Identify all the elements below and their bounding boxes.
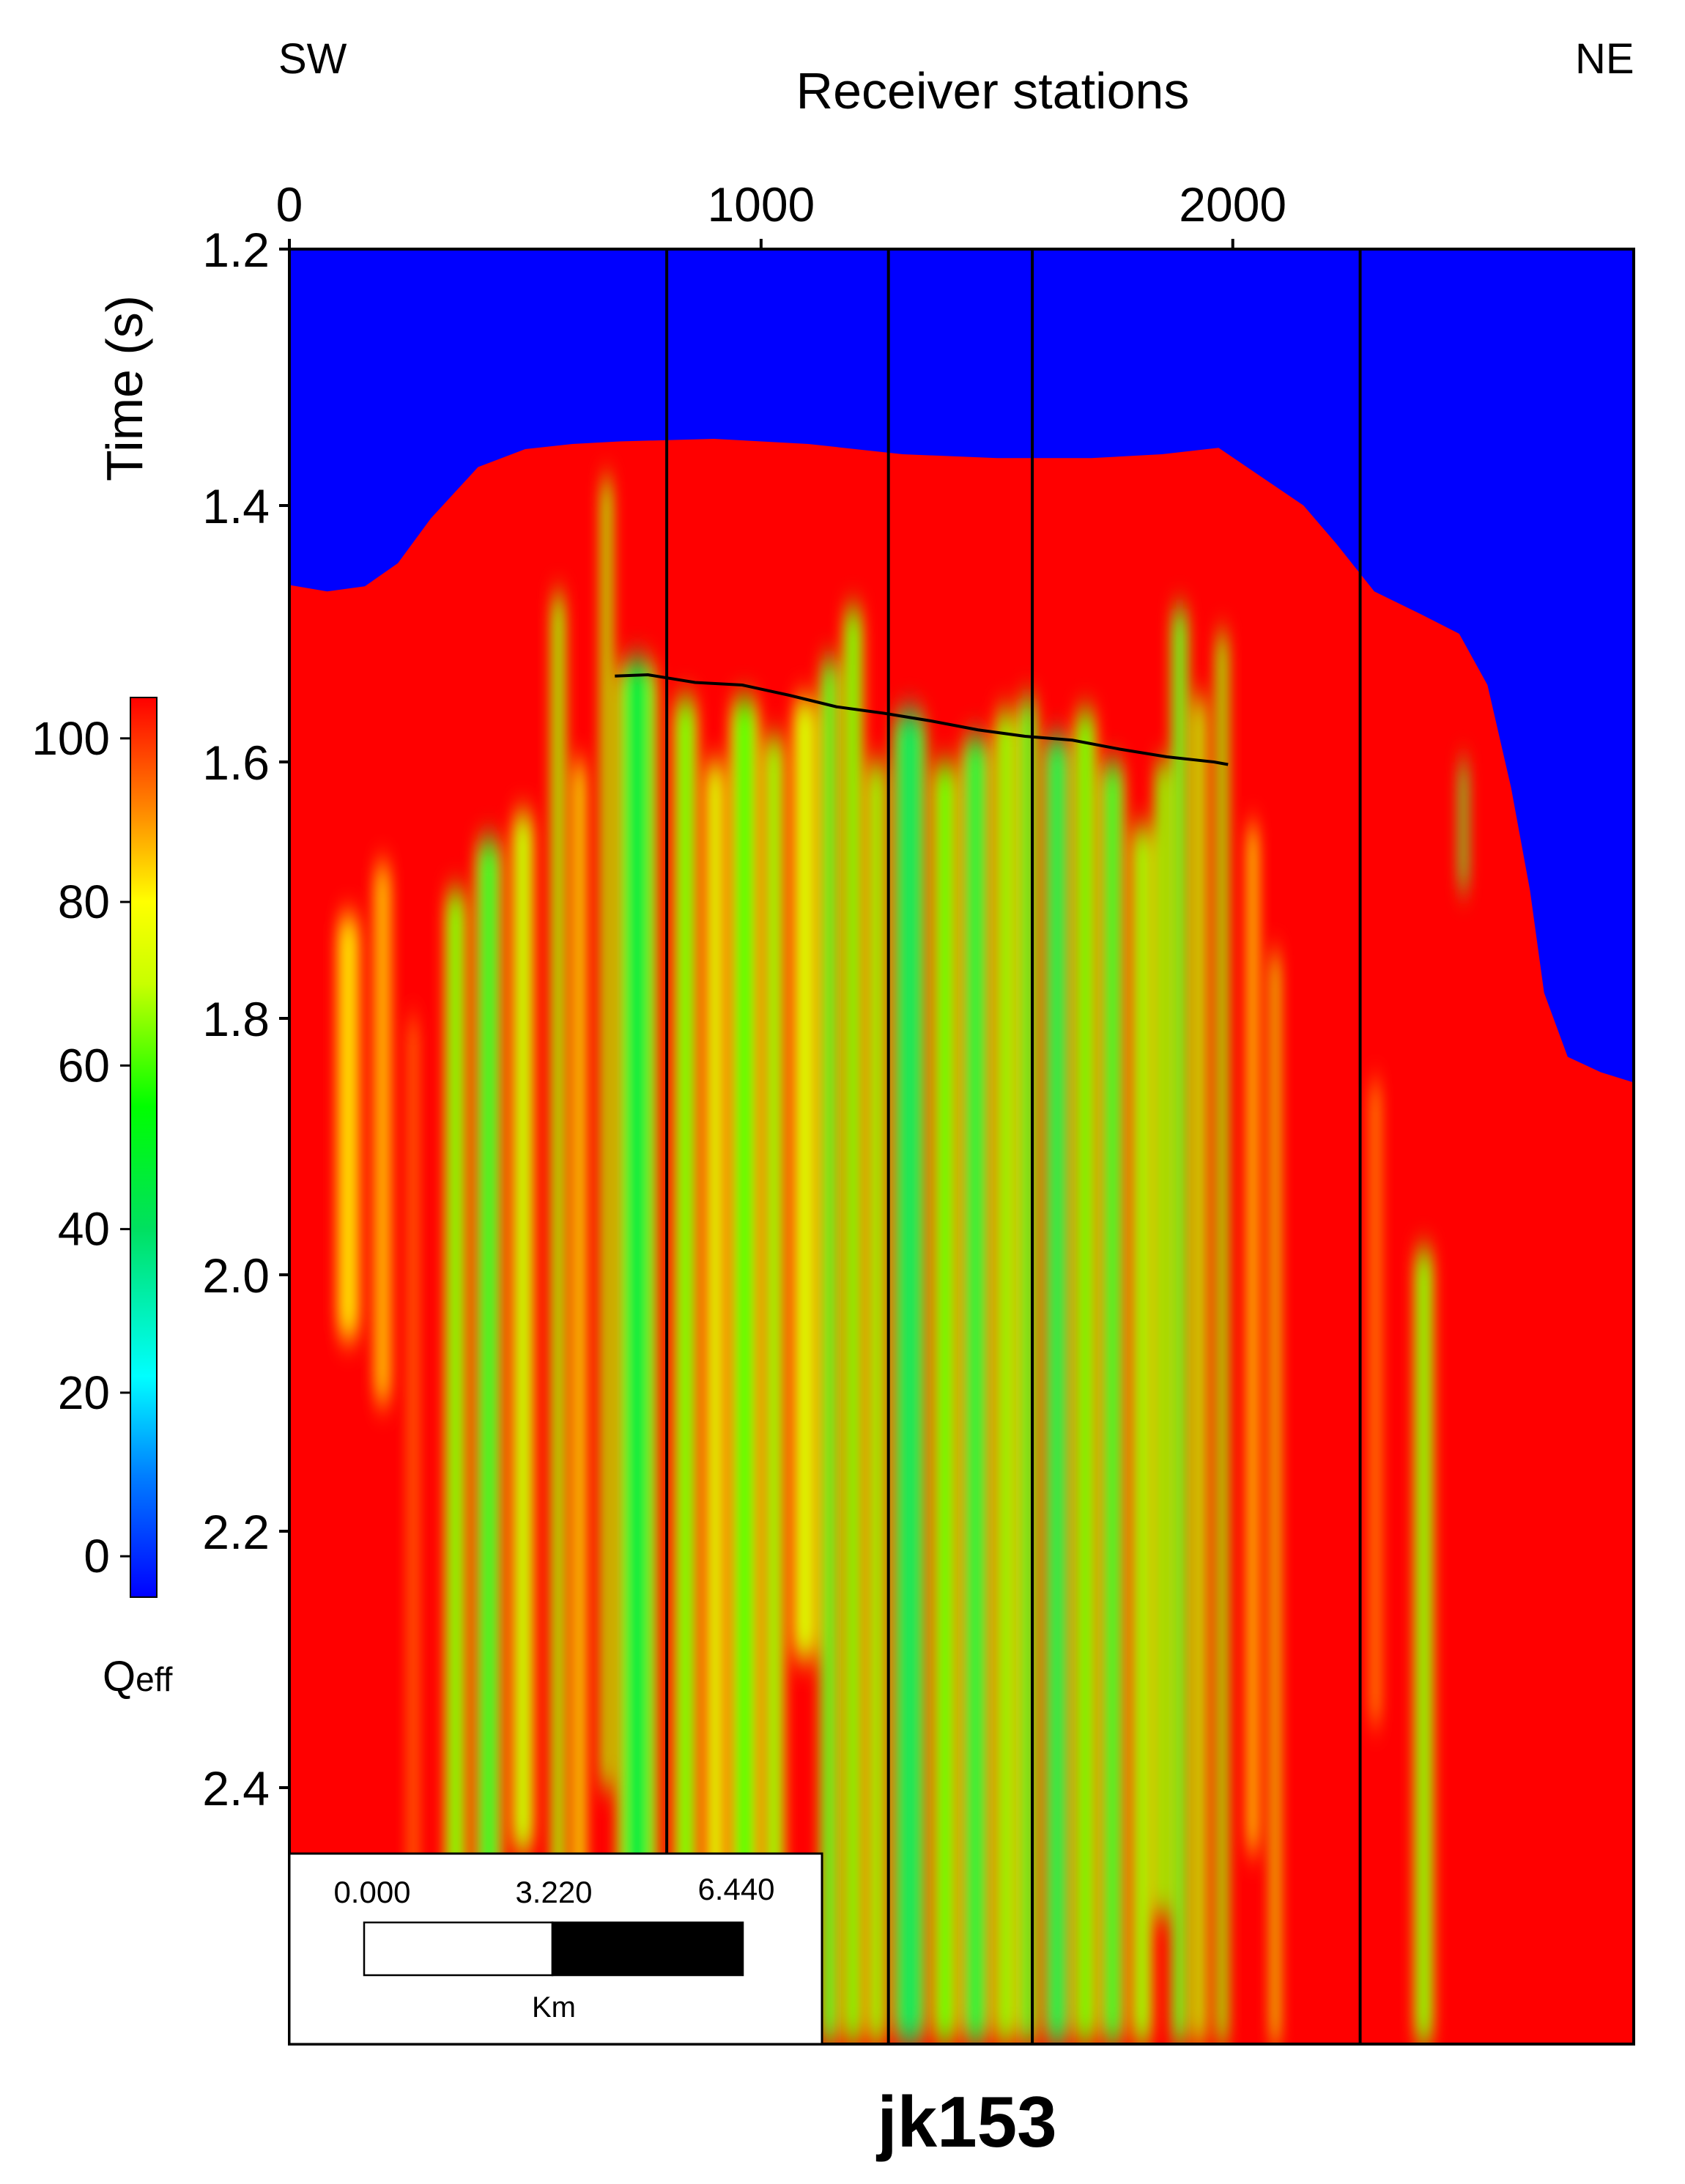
- q-anomaly-column: [769, 736, 779, 2044]
- y-tick-label: 1.6: [202, 736, 270, 790]
- q-anomaly-column: [680, 697, 692, 2044]
- direction-label-sw: SW: [278, 35, 347, 83]
- q-anomaly-column: [1107, 762, 1118, 2044]
- q-anomaly-column: [1051, 736, 1063, 2044]
- y-axis-title: Time (s): [96, 295, 153, 481]
- q-anomaly-column: [1176, 608, 1184, 2044]
- y-tick-label: 2.2: [202, 1505, 270, 1559]
- q-anomaly-column: [628, 659, 647, 2044]
- chart-title: jk153: [875, 2081, 1056, 2162]
- q-anomaly-column: [825, 659, 834, 2044]
- q-anomaly-column: [377, 865, 388, 1403]
- plot-area: [289, 249, 1634, 2044]
- y-tick-label: 1.2: [202, 223, 270, 277]
- colorbar-tick-label: 100: [32, 712, 110, 765]
- q-anomaly-column: [738, 697, 752, 1916]
- colorbar-title: Qeff: [103, 1653, 173, 1700]
- q-anomaly-column: [1023, 697, 1032, 2044]
- q-anomaly-column: [1419, 1249, 1429, 2044]
- q-anomaly-column: [1158, 762, 1166, 1916]
- colorbar-tick-label: 20: [58, 1366, 110, 1419]
- horizon-line: [615, 673, 1229, 766]
- y-axis: 1.2 1.4 1.6 1.8 2.0 2.2 2.4: [202, 223, 289, 1815]
- q-anomaly-column: [517, 813, 528, 1852]
- plot-frame: [288, 248, 1635, 2046]
- q-anomaly-column: [710, 762, 720, 2044]
- scale-bar-label-2: 6.440: [697, 1872, 774, 1906]
- x-tick-label: 0: [276, 177, 303, 232]
- q-anomaly-column: [1250, 826, 1256, 1852]
- colorbar-tick-label: 60: [58, 1039, 110, 1092]
- y-tick-label: 1.4: [202, 479, 270, 533]
- q-anomaly-column: [1461, 762, 1466, 890]
- q-anomaly-column: [410, 1018, 416, 1980]
- q-anomaly-column: [604, 480, 610, 1788]
- colorbar-title-sub: eff: [136, 1660, 173, 1698]
- colorbar-tick-label: 80: [58, 876, 110, 928]
- q-anomaly-column: [1000, 711, 1010, 2044]
- q-anomaly-column: [1080, 711, 1091, 2044]
- q-anomaly-column: [902, 711, 917, 2044]
- scale-bar: 0.000 3.220 6.440 Km: [288, 1852, 823, 2046]
- q-anomaly-column: [1196, 697, 1203, 2044]
- scale-bar-unit: Km: [532, 1991, 576, 2024]
- vertical-marker-lines: [665, 249, 1362, 2044]
- q-anomaly-column: [483, 839, 495, 2044]
- colorbar-tick-label: 0: [84, 1530, 110, 1583]
- colorbar-gradient: [130, 697, 158, 1598]
- q-anomaly-column: [799, 697, 811, 1659]
- q-anomaly-column: [969, 736, 982, 2044]
- q-anomaly-column: [1219, 634, 1225, 2044]
- x-axis-title: Receiver stations: [796, 62, 1190, 119]
- y-tick-label: 2.4: [202, 1761, 270, 1815]
- q-anomaly-column: [872, 762, 881, 2044]
- y-tick-label: 1.8: [202, 992, 270, 1046]
- colorbar-tick-label: 40: [58, 1203, 110, 1256]
- q-anomaly-column: [555, 595, 562, 2044]
- scale-bar-black-segment: [551, 1921, 744, 1977]
- q-anomaly-column: [341, 916, 355, 1339]
- q-anomaly-column: [576, 762, 583, 2044]
- colorbar-ticks: 100 80 60 40 20 0: [32, 712, 130, 1583]
- scale-bar-label-1: 3.220: [515, 1875, 592, 1909]
- q-anomaly-column: [939, 762, 951, 2044]
- scale-bar-label-0: 0.000: [333, 1875, 410, 1909]
- x-axis: 0 1000 2000: [276, 177, 1286, 249]
- q-anomaly-column: [1372, 1082, 1379, 1724]
- colorbar: 100 80 60 40 20 0 Qeff: [32, 697, 173, 1700]
- x-tick-label: 2000: [1179, 177, 1286, 232]
- scale-bar-white-segment: [363, 1921, 554, 1977]
- q-anomaly-column: [1137, 826, 1147, 2044]
- q-anomaly-columns: [334, 480, 1468, 2044]
- x-tick-label: 1000: [707, 177, 815, 232]
- q-anomaly-column: [1273, 954, 1278, 2044]
- direction-label-ne: NE: [1575, 35, 1634, 83]
- colorbar-title-main: Q: [103, 1653, 136, 1700]
- y-tick-label: 2.0: [202, 1248, 270, 1303]
- q-anomaly-column: [451, 890, 461, 2044]
- q-anomaly-column: [848, 608, 858, 2044]
